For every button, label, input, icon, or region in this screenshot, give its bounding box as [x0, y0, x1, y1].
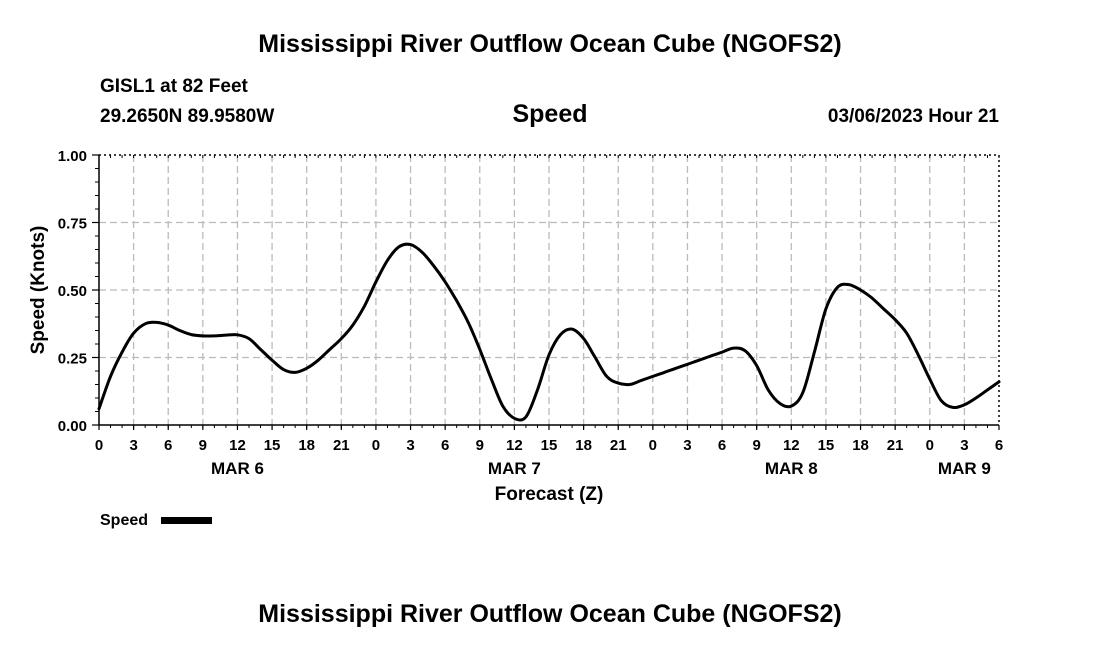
x-tick-label: 3 — [129, 437, 137, 454]
axes — [92, 154, 1000, 430]
x-tick-label: 15 — [541, 437, 558, 454]
x-tick-label: 12 — [783, 437, 800, 454]
y-axis-label: Speed (Knots) — [28, 226, 49, 355]
x-tick-label: 6 — [164, 437, 172, 454]
x-tick-label: 21 — [610, 437, 627, 454]
x-tick-label: 6 — [995, 437, 1003, 454]
x-tick-label: 3 — [683, 437, 691, 454]
x-axis-label: Forecast (Z) — [495, 484, 604, 505]
x-tick-label: 3 — [960, 437, 968, 454]
page-title: Mississippi River Outflow Ocean Cube (NG… — [258, 30, 842, 58]
series-layer — [97, 242, 1001, 422]
x-day-label: MAR 6 — [211, 459, 264, 478]
legend-swatch — [161, 517, 212, 524]
x-tick-label: 9 — [753, 437, 761, 454]
x-tick-label: 18 — [852, 437, 869, 454]
x-tick-label: 0 — [372, 437, 380, 454]
x-day-label: MAR 8 — [765, 459, 818, 478]
x-day-label: MAR 7 — [488, 459, 541, 478]
station-label: GISL1 at 82 Feet — [100, 76, 248, 97]
forecast-date: 03/06/2023 Hour 21 — [827, 106, 999, 127]
x-day-label: MAR 9 — [938, 459, 991, 478]
tick-labels: 0.00 0.25 0.50 0.75 1.00 0 3 6 9 12 15 18 21 0 3 6 9 12 15… — [58, 148, 1003, 478]
x-tick-label: 9 — [199, 437, 207, 454]
x-tick-label: 21 — [333, 437, 350, 454]
legend-label: Speed — [100, 512, 148, 529]
x-tick-label: 21 — [887, 437, 904, 454]
station-coordinates: 29.2650N 89.9580W — [100, 106, 275, 127]
x-tick-label: 3 — [406, 437, 414, 454]
x-tick-label: 12 — [506, 437, 523, 454]
y-tick-label: 0.50 — [58, 283, 87, 300]
x-tick-label: 9 — [476, 437, 484, 454]
x-tick-label: 18 — [575, 437, 592, 454]
x-tick-label: 6 — [441, 437, 449, 454]
x-tick-label: 6 — [718, 437, 726, 454]
series-line-speed — [97, 242, 1001, 422]
x-tick-label: 0 — [926, 437, 934, 454]
grid-lines — [99, 155, 999, 425]
y-tick-label: 0.00 — [58, 418, 87, 435]
x-tick-label: 15 — [818, 437, 835, 454]
x-tick-label: 18 — [298, 437, 315, 454]
x-tick-label: 15 — [264, 437, 281, 454]
footer-title: Mississippi River Outflow Ocean Cube (NG… — [258, 600, 842, 628]
chart-title: Speed — [512, 100, 588, 128]
x-tick-label: 0 — [95, 437, 103, 454]
y-tick-label: 0.25 — [58, 351, 87, 368]
x-tick-label: 0 — [649, 437, 657, 454]
y-tick-label: 1.00 — [58, 148, 87, 165]
x-tick-label: 12 — [229, 437, 246, 454]
y-tick-label: 0.75 — [58, 216, 87, 233]
